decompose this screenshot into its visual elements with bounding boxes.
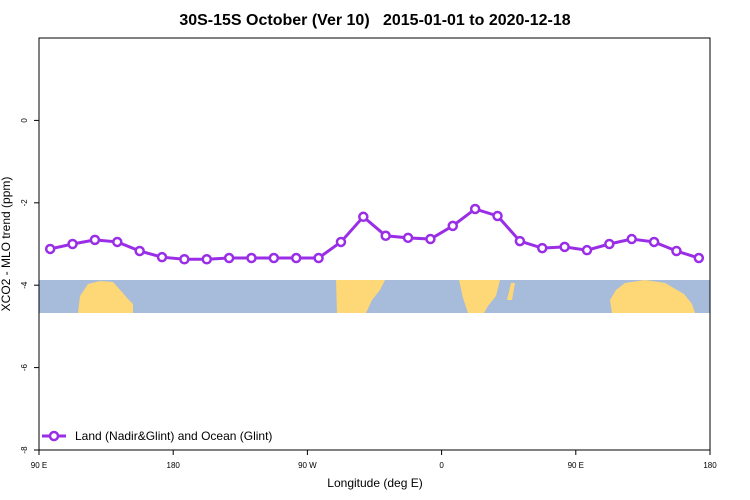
point (335, 236, 347, 248)
point (626, 233, 637, 245)
point (156, 251, 168, 263)
point (514, 235, 526, 247)
point (290, 252, 302, 264)
point (89, 234, 101, 246)
legend: Land (Nadir&Glint) and Ocean (Glint) (42, 429, 272, 443)
legend-label: Land (Nadir&Glint) and Ocean (Glint) (75, 429, 272, 443)
y-tick-label: 0 (20, 118, 29, 123)
point (671, 245, 682, 257)
y-tick-label: -6 (20, 363, 29, 371)
point (358, 211, 369, 223)
x-axis-label: Longitude (deg E) (327, 476, 422, 490)
map-band (39, 280, 710, 313)
point (492, 210, 503, 222)
point (179, 253, 190, 265)
point (648, 236, 660, 248)
x-tick-label: 90 W (298, 461, 317, 470)
point (402, 232, 414, 244)
point (425, 233, 436, 245)
x-tick-label: 90 E (31, 461, 47, 470)
x-tick-label: 180 (703, 461, 717, 470)
series-line (49, 207, 700, 261)
point (268, 252, 280, 264)
point (313, 252, 324, 264)
x-tick-label: 90 E (568, 461, 584, 470)
legend-marker (48, 430, 60, 442)
point (604, 238, 615, 250)
point (380, 230, 391, 242)
y-tick-label: -8 (20, 446, 29, 454)
point (44, 243, 56, 255)
point (134, 245, 145, 257)
plot-frame (38, 37, 711, 451)
y-tick-label: -2 (20, 199, 29, 207)
x-tick-label: 0 (439, 461, 444, 470)
point (469, 203, 481, 215)
point (112, 236, 123, 248)
point (447, 220, 459, 232)
point (67, 238, 78, 250)
point (537, 242, 548, 254)
chart-title: 30S-15S October (Ver 10) 2015-01-01 to 2… (179, 12, 570, 29)
point (223, 252, 235, 264)
y-tick-label: -4 (20, 281, 29, 289)
point (581, 244, 593, 256)
point (693, 252, 705, 264)
y-axis-label: XCO2 - MLO trend (ppm) (0, 177, 13, 312)
point (246, 252, 257, 264)
point (559, 241, 570, 253)
x-tick-label: 180 (167, 461, 181, 470)
point (201, 253, 212, 265)
